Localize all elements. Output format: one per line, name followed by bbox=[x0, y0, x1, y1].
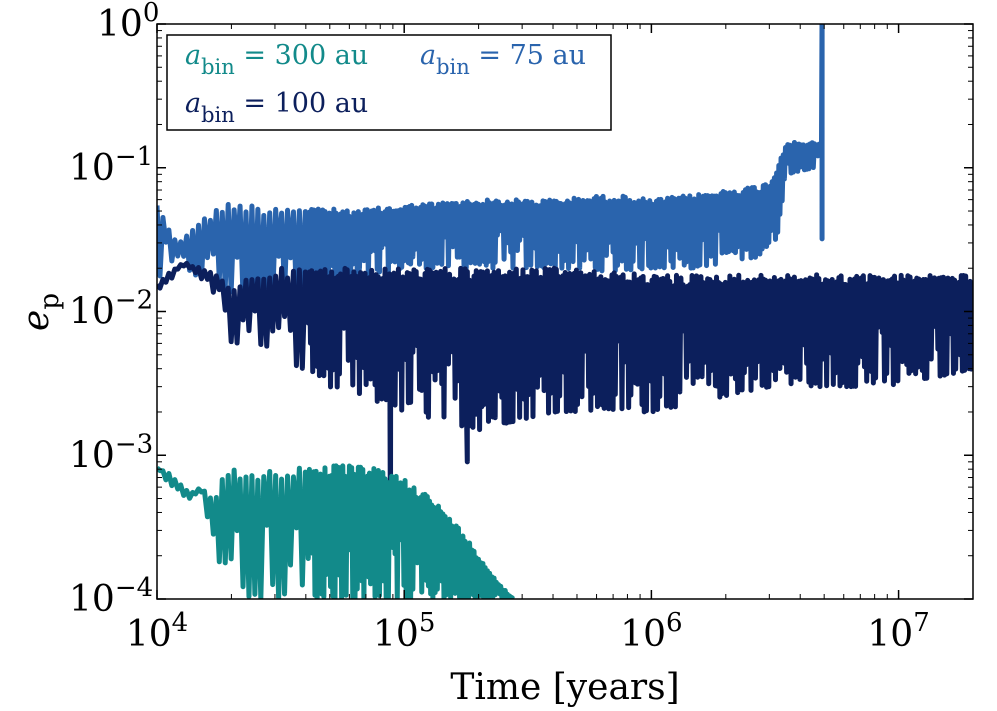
series-line-abin300 bbox=[157, 463, 516, 599]
series-layer bbox=[157, 24, 973, 599]
y-tick-label: 10−4 bbox=[69, 573, 153, 620]
series-line-abin75 bbox=[157, 24, 825, 314]
y-tick-label: 10−1 bbox=[69, 142, 153, 189]
ticks-layer: 104 105 106 107 10−4 10−3 10−2 10−1 100 bbox=[69, 0, 973, 655]
y-tick-label: 10−3 bbox=[69, 429, 153, 476]
x-tick-label: 107 bbox=[867, 608, 929, 655]
x-tick-label: 104 bbox=[126, 608, 188, 655]
legend-box bbox=[166, 34, 612, 131]
y-tick-label: 10−2 bbox=[69, 286, 153, 333]
legend-entry-abin300: abin = 300 au bbox=[185, 40, 368, 79]
x-tick-label: 106 bbox=[620, 608, 682, 655]
y-axis-title: ep bbox=[16, 293, 65, 331]
legend: abin = 300 au abin = 75 au abin = 100 au bbox=[166, 34, 612, 131]
y-tick-label: 100 bbox=[97, 0, 159, 45]
x-tick-label: 105 bbox=[373, 608, 435, 655]
x-axis-title: Time [years] bbox=[450, 667, 679, 708]
series-line-abin100 bbox=[157, 260, 973, 547]
legend-entry-abin100: abin = 100 au bbox=[185, 88, 368, 127]
legend-entry-abin75: abin = 75 au bbox=[420, 40, 586, 79]
